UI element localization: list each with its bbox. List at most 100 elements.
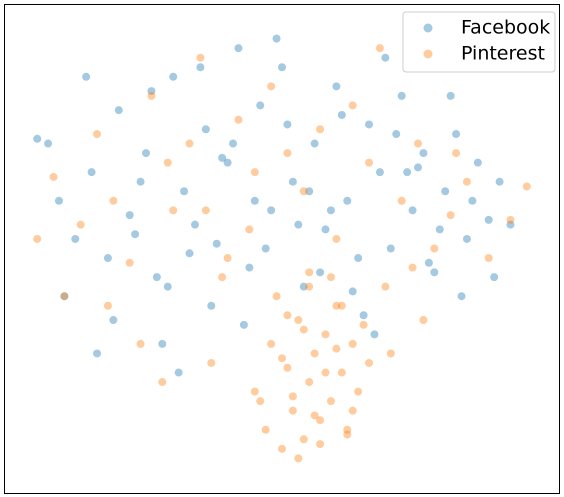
legend-marker bbox=[423, 23, 433, 33]
point bbox=[484, 215, 493, 224]
point bbox=[419, 149, 428, 158]
point bbox=[261, 244, 270, 253]
point bbox=[245, 263, 254, 272]
point bbox=[234, 115, 243, 124]
point bbox=[131, 230, 140, 239]
point bbox=[473, 158, 482, 167]
point bbox=[256, 101, 265, 110]
point bbox=[278, 444, 286, 453]
point bbox=[158, 378, 167, 387]
point bbox=[152, 273, 161, 282]
point bbox=[174, 368, 183, 377]
point bbox=[414, 139, 422, 148]
point bbox=[397, 196, 406, 205]
point bbox=[337, 368, 346, 377]
point bbox=[142, 149, 150, 158]
point bbox=[392, 130, 401, 139]
point bbox=[283, 149, 292, 158]
point bbox=[261, 425, 270, 434]
point bbox=[462, 234, 471, 243]
point bbox=[147, 87, 156, 96]
point bbox=[201, 125, 210, 134]
point bbox=[169, 72, 178, 81]
point bbox=[354, 254, 363, 263]
point bbox=[109, 196, 118, 205]
point bbox=[414, 163, 422, 172]
point bbox=[299, 282, 308, 291]
point bbox=[310, 349, 319, 358]
point bbox=[408, 206, 417, 215]
point bbox=[370, 330, 379, 339]
point bbox=[332, 301, 341, 310]
point bbox=[316, 440, 325, 449]
point bbox=[272, 292, 281, 301]
point bbox=[484, 254, 493, 263]
point bbox=[93, 130, 102, 139]
point bbox=[163, 158, 172, 167]
point bbox=[343, 425, 352, 434]
point bbox=[381, 53, 390, 62]
point bbox=[446, 211, 455, 220]
point bbox=[495, 177, 504, 186]
point bbox=[207, 301, 216, 310]
point bbox=[196, 63, 205, 72]
point bbox=[180, 187, 189, 196]
legend-marker bbox=[423, 49, 433, 59]
point bbox=[250, 168, 259, 177]
point bbox=[408, 263, 417, 272]
point bbox=[386, 349, 395, 358]
point bbox=[60, 292, 69, 301]
point bbox=[299, 435, 308, 444]
point bbox=[506, 215, 515, 224]
point bbox=[190, 220, 199, 229]
point bbox=[103, 301, 112, 310]
point bbox=[54, 196, 63, 205]
point bbox=[33, 134, 42, 143]
point bbox=[386, 244, 395, 253]
point bbox=[419, 316, 428, 325]
legend: Facebook Pinterest bbox=[402, 11, 556, 73]
point bbox=[267, 82, 276, 91]
point bbox=[522, 182, 531, 191]
point bbox=[288, 392, 297, 401]
point bbox=[250, 387, 259, 396]
point bbox=[283, 363, 292, 372]
point bbox=[310, 411, 319, 420]
point bbox=[218, 273, 227, 282]
point bbox=[375, 168, 384, 177]
point bbox=[343, 196, 352, 205]
point bbox=[218, 153, 227, 162]
point bbox=[348, 339, 357, 348]
point bbox=[223, 254, 232, 263]
point bbox=[462, 177, 471, 186]
point bbox=[299, 325, 308, 334]
point bbox=[332, 82, 341, 91]
point bbox=[321, 368, 330, 377]
point bbox=[278, 354, 286, 363]
point bbox=[125, 211, 134, 220]
point bbox=[158, 339, 167, 348]
point bbox=[163, 282, 172, 291]
point bbox=[337, 110, 346, 119]
point bbox=[348, 287, 357, 296]
point bbox=[452, 130, 461, 139]
point bbox=[60, 292, 69, 301]
point bbox=[435, 225, 444, 234]
point bbox=[288, 406, 297, 415]
point bbox=[76, 220, 85, 229]
point bbox=[452, 149, 461, 158]
point bbox=[354, 387, 363, 396]
point bbox=[201, 206, 210, 215]
point bbox=[207, 358, 216, 367]
point bbox=[103, 254, 112, 263]
point bbox=[229, 139, 238, 148]
point bbox=[441, 187, 450, 196]
point bbox=[256, 397, 265, 406]
point bbox=[305, 282, 314, 291]
point bbox=[267, 206, 276, 215]
point bbox=[223, 158, 232, 167]
point bbox=[446, 91, 455, 100]
point bbox=[381, 282, 390, 291]
point bbox=[109, 316, 118, 325]
point bbox=[332, 234, 341, 243]
